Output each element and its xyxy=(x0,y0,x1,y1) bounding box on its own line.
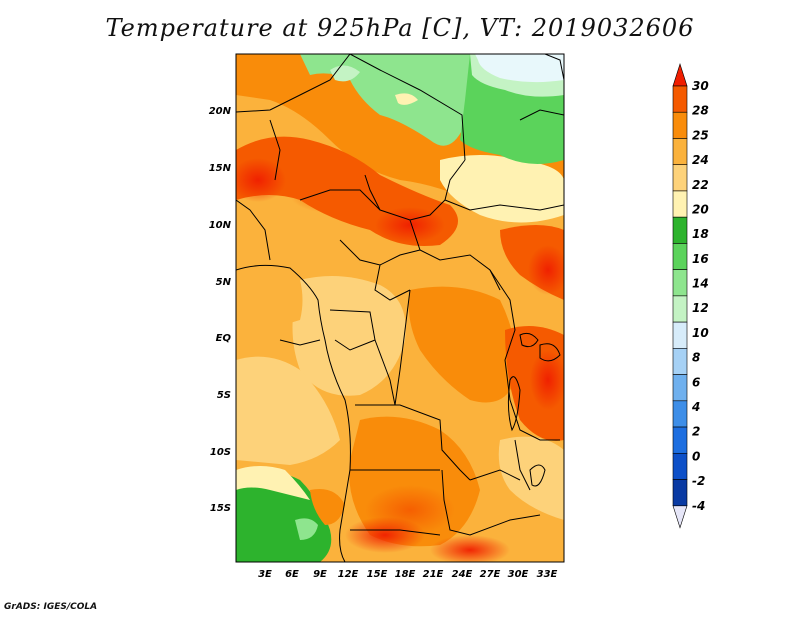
colorbar-label: 6 xyxy=(692,375,700,389)
lon-label: 27E xyxy=(480,569,501,580)
colorbar-swatch xyxy=(672,216,688,244)
lat-label: EQ xyxy=(216,333,232,344)
lat-label: 10N xyxy=(209,220,232,231)
colorbar-swatch xyxy=(672,190,688,218)
colorbar-label: -2 xyxy=(692,474,705,488)
lat-label: 15N xyxy=(209,163,232,174)
colorbar-swatch xyxy=(672,321,688,349)
colorbar-label: 20 xyxy=(692,202,709,216)
map-frame xyxy=(235,53,565,563)
chart-title: Temperature at 925hPa [C], VT: 201903260… xyxy=(105,14,695,42)
lon-label: 33E xyxy=(537,569,558,580)
colorbar-label: 28 xyxy=(692,104,709,118)
lon-label: 15E xyxy=(367,569,388,580)
lat-label: 10S xyxy=(210,447,231,458)
colorbar-swatch xyxy=(672,138,688,166)
lat-axis: 20N 15N 10N 5N EQ 5S 10S 15S xyxy=(209,106,232,514)
lon-label: 9E xyxy=(313,569,327,580)
colorbar-label: -4 xyxy=(692,499,705,513)
colorbar-label: 12 xyxy=(692,301,709,315)
lon-label: 6E xyxy=(285,569,299,580)
colorbar-swatch xyxy=(672,348,688,375)
colorbar-swatch xyxy=(672,111,688,139)
colorbar-label: 24 xyxy=(692,153,709,167)
grads-credit: GrADS: IGES/COLA xyxy=(4,602,98,612)
lon-label: 21E xyxy=(423,569,444,580)
lon-label: 30E xyxy=(508,569,529,580)
colorbar-swatch xyxy=(672,452,688,480)
colorbar-swatch xyxy=(672,426,688,454)
colorbar-label: 10 xyxy=(692,326,709,340)
colorbar-swatch xyxy=(672,374,688,402)
country-borders xyxy=(236,54,564,562)
lat-label: 15S xyxy=(210,503,231,514)
temperature-field xyxy=(236,54,564,562)
lon-label: 3E xyxy=(258,569,272,580)
colorbar-swatch xyxy=(672,164,688,192)
colorbar-swatch xyxy=(672,269,688,297)
colorbar-label: 25 xyxy=(692,128,709,142)
colorbar-swatch xyxy=(672,479,688,507)
colorbar-label: 30 xyxy=(692,79,709,93)
colorbar-bottom-arrow xyxy=(672,505,688,529)
colorbar-label: 4 xyxy=(691,400,700,414)
colorbar-label: 0 xyxy=(692,449,700,463)
lat-label: 20N xyxy=(209,106,232,117)
colorbar-label: 16 xyxy=(692,252,709,266)
colorbar-swatch xyxy=(672,85,688,113)
lat-label: 5S xyxy=(217,390,231,401)
lon-label: 12E xyxy=(338,569,359,580)
lat-label: 5N xyxy=(216,277,232,288)
lon-label: 24E xyxy=(452,569,473,580)
colorbar-label: 18 xyxy=(692,227,709,241)
colorbar-label: 22 xyxy=(692,178,709,192)
colorbar-label: 8 xyxy=(692,351,700,365)
colorbar-top-arrow xyxy=(672,63,688,87)
colorbar-label: 14 xyxy=(692,277,709,291)
lon-label: 18E xyxy=(395,569,416,580)
colorbar-label: 2 xyxy=(692,425,700,439)
lon-axis: 3E 6E 9E 12E 15E 18E 21E 24E 27E 30E 33E xyxy=(258,569,557,580)
colorbar-swatch xyxy=(672,243,688,270)
colorbar-swatch xyxy=(672,295,688,323)
colorbar-swatch xyxy=(672,400,688,428)
